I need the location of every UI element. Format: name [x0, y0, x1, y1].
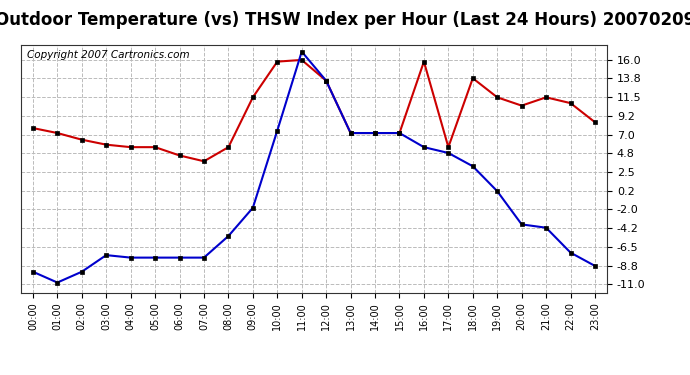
Text: Outdoor Temperature (vs) THSW Index per Hour (Last 24 Hours) 20070209: Outdoor Temperature (vs) THSW Index per …	[0, 11, 690, 29]
Text: Copyright 2007 Cartronics.com: Copyright 2007 Cartronics.com	[26, 50, 189, 60]
